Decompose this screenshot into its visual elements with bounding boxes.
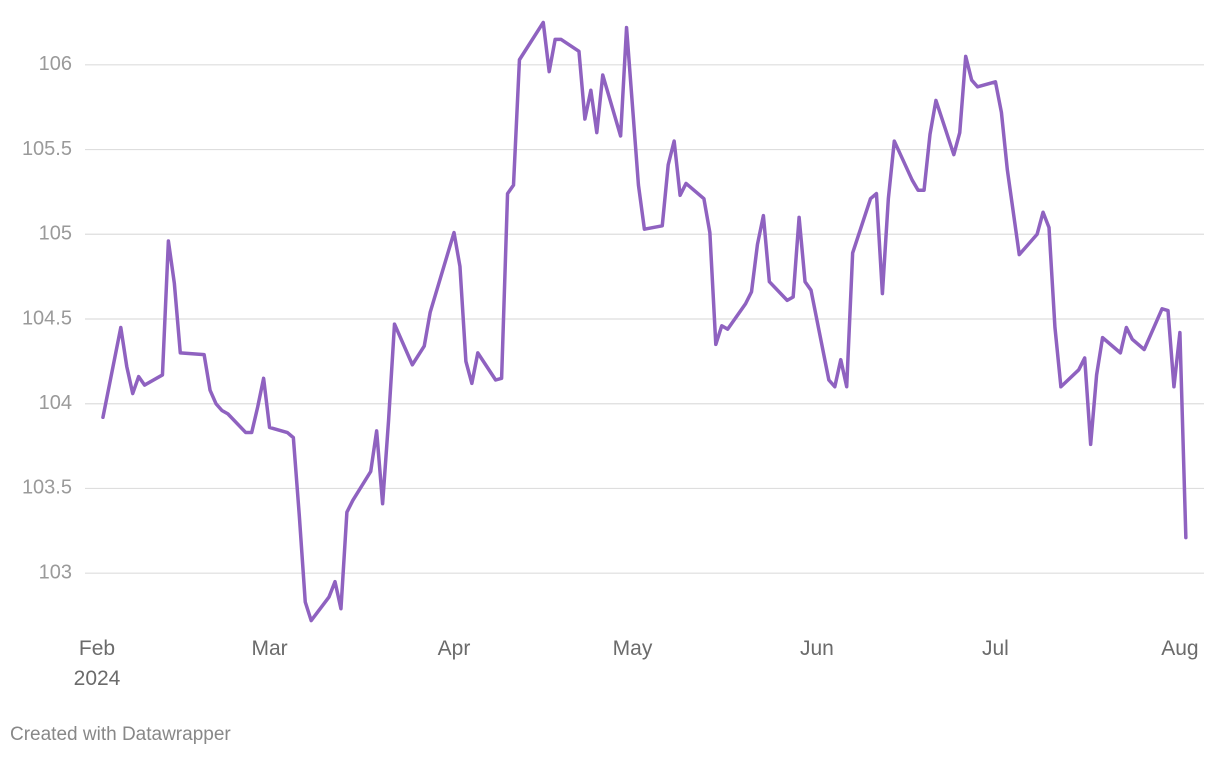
y-tick-label: 106	[39, 53, 72, 75]
x-tick-label: Jun	[800, 637, 834, 660]
x-tick-label: Aug	[1161, 637, 1199, 660]
x-tick-label: Mar	[251, 637, 288, 660]
y-tick-label: 103	[39, 561, 72, 583]
y-tick-label: 103.5	[22, 477, 72, 499]
chart: 103 103.5 104 104.5 105 105.5 106	[22, 20, 1204, 623]
x-tick-label: Feb 2024	[73, 637, 121, 690]
y-tick-label: 105.5	[22, 138, 72, 160]
x-tick-label: Apr	[437, 637, 471, 660]
credit: Created with Datawrapper	[10, 724, 231, 745]
y-tick-label: 105	[39, 223, 72, 245]
x-tick-label: Jul	[982, 637, 1009, 660]
x-tick-label: May	[612, 637, 653, 660]
data-line	[101, 20, 1188, 623]
y-tick-label: 104.5	[22, 307, 72, 329]
y-tick-label: 104	[39, 392, 72, 414]
